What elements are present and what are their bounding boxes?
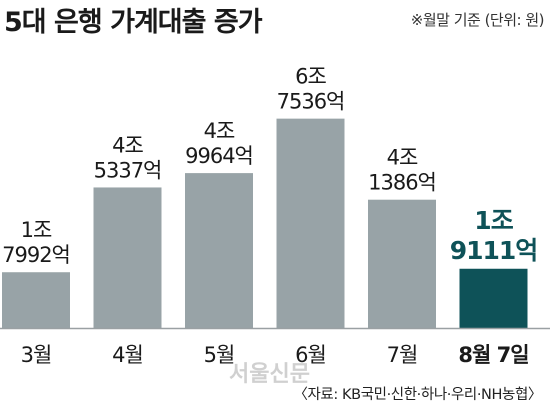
x-tick-labels-group: 3월 4월 5월 6월 7월 8월 7일 xyxy=(21,343,530,367)
data-label: 1조 xyxy=(474,206,513,235)
source-note: 〈자료: KB국민·신한·하나·우리·NH농협〉 xyxy=(293,387,542,403)
bar xyxy=(459,268,528,328)
x-tick-label: 3월 xyxy=(21,343,52,367)
data-label: 6조 xyxy=(295,65,326,89)
x-tick-label: 8월 7일 xyxy=(458,343,528,367)
bar xyxy=(2,272,70,328)
data-label: 7992억 xyxy=(2,243,70,267)
x-tick-label: 4월 xyxy=(112,343,143,367)
bar xyxy=(185,173,253,328)
chart-title: 5대 은행 가계대출 증가 xyxy=(4,7,263,38)
data-label: 9964억 xyxy=(185,144,253,168)
x-tick-label: 7월 xyxy=(387,343,418,367)
bar xyxy=(368,199,436,328)
bar xyxy=(276,118,345,328)
data-label: 4조 xyxy=(112,133,143,157)
data-label: 4조 xyxy=(387,146,418,170)
data-label: 4조 xyxy=(204,119,235,143)
data-label: 1386억 xyxy=(368,171,436,195)
value-labels-group: 1조7992억4조5337억4조9964억6조7536억4조1386억1조911… xyxy=(2,65,538,268)
data-label: 1조 xyxy=(21,218,52,242)
bars-group xyxy=(0,118,550,330)
data-label: 9111억 xyxy=(450,236,538,265)
bar xyxy=(93,187,162,328)
unit-note: ※월말 기준 (단위: 원) xyxy=(410,11,545,29)
x-tick-label: 5월 xyxy=(204,343,235,367)
x-tick-label: 6월 xyxy=(295,343,326,367)
data-label: 7536억 xyxy=(277,90,345,114)
data-label: 5337억 xyxy=(94,158,162,182)
watermark-logo: 서울신문 xyxy=(229,362,310,387)
